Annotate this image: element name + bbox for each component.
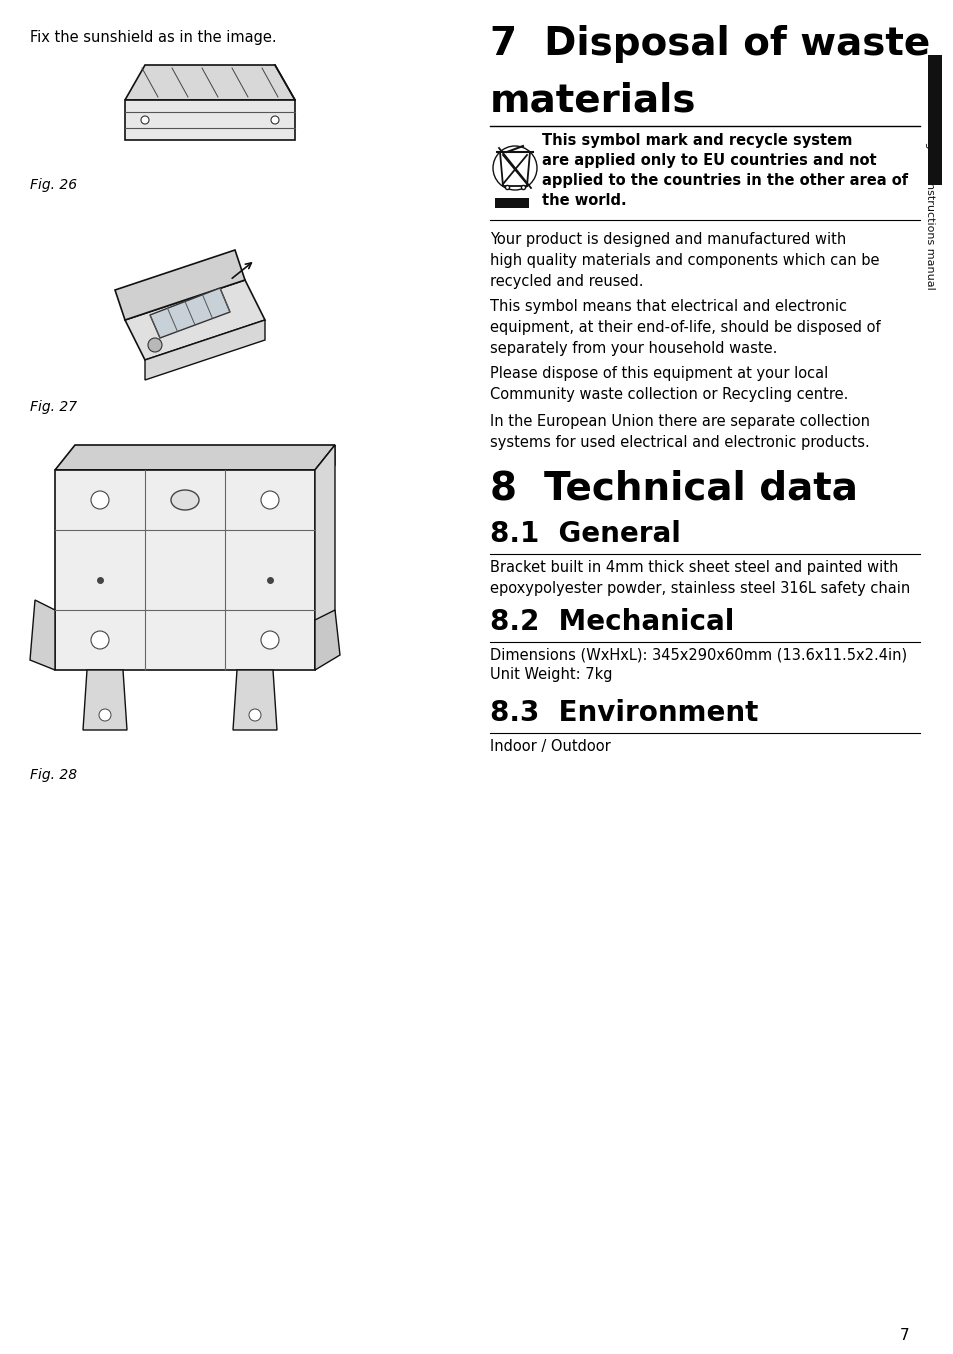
Text: Fig. 26: Fig. 26 bbox=[30, 177, 77, 192]
Text: 8.3  Environment: 8.3 Environment bbox=[490, 699, 758, 727]
Polygon shape bbox=[115, 250, 245, 320]
Circle shape bbox=[141, 116, 149, 125]
Text: 8.2  Mechanical: 8.2 Mechanical bbox=[490, 608, 734, 636]
Text: This symbol means that electrical and electronic
equipment, at their end-of-life: This symbol means that electrical and el… bbox=[490, 299, 880, 356]
Bar bbox=[927, 56, 941, 185]
Text: Fig. 28: Fig. 28 bbox=[30, 768, 77, 783]
Text: Indoor / Outdoor: Indoor / Outdoor bbox=[490, 739, 610, 754]
Text: 7  Disposal of waste: 7 Disposal of waste bbox=[490, 24, 929, 64]
Circle shape bbox=[249, 709, 261, 720]
Text: Fix the sunshield as in the image.: Fix the sunshield as in the image. bbox=[30, 30, 276, 45]
Polygon shape bbox=[314, 611, 339, 670]
Polygon shape bbox=[30, 600, 55, 670]
Text: Unit Weight: 7kg: Unit Weight: 7kg bbox=[490, 668, 612, 682]
Text: 8  Technical data: 8 Technical data bbox=[490, 470, 857, 508]
Polygon shape bbox=[125, 100, 294, 139]
Text: Fig. 27: Fig. 27 bbox=[30, 399, 77, 414]
Polygon shape bbox=[150, 288, 230, 338]
Text: This symbol mark and recycle system: This symbol mark and recycle system bbox=[541, 133, 851, 148]
Circle shape bbox=[91, 492, 109, 509]
Circle shape bbox=[99, 709, 111, 720]
Polygon shape bbox=[125, 280, 265, 360]
Polygon shape bbox=[314, 445, 335, 670]
Circle shape bbox=[261, 631, 278, 649]
Circle shape bbox=[91, 631, 109, 649]
Polygon shape bbox=[233, 670, 276, 730]
Text: Dimensions (WxHxL): 345x290x60mm (13.6x11.5x2.4in): Dimensions (WxHxL): 345x290x60mm (13.6x1… bbox=[490, 649, 906, 663]
Text: materials: materials bbox=[490, 83, 696, 121]
Polygon shape bbox=[55, 445, 335, 470]
Text: Please dispose of this equipment at your local
Community waste collection or Rec: Please dispose of this equipment at your… bbox=[490, 366, 847, 402]
Text: 8.1  General: 8.1 General bbox=[490, 520, 680, 548]
Text: In the European Union there are separate collection
systems for used electrical : In the European Union there are separate… bbox=[490, 414, 869, 450]
Polygon shape bbox=[145, 320, 265, 380]
Polygon shape bbox=[125, 65, 294, 100]
Polygon shape bbox=[83, 670, 127, 730]
Polygon shape bbox=[499, 152, 530, 185]
Text: Your product is designed and manufactured with
high quality materials and compon: Your product is designed and manufacture… bbox=[490, 232, 879, 288]
Circle shape bbox=[148, 338, 162, 352]
Text: EN - English - Instructions manual: EN - English - Instructions manual bbox=[924, 100, 934, 290]
Circle shape bbox=[271, 116, 278, 125]
Text: applied to the countries in the other area of: applied to the countries in the other ar… bbox=[541, 173, 907, 188]
Text: 7: 7 bbox=[899, 1328, 908, 1343]
Text: are applied only to EU countries and not: are applied only to EU countries and not bbox=[541, 153, 876, 168]
Bar bbox=[495, 198, 529, 209]
Polygon shape bbox=[55, 470, 314, 670]
Text: Bracket built in 4mm thick sheet steel and painted with
epoxypolyester powder, s: Bracket built in 4mm thick sheet steel a… bbox=[490, 561, 909, 596]
Text: the world.: the world. bbox=[541, 194, 626, 209]
Ellipse shape bbox=[171, 490, 199, 510]
Circle shape bbox=[261, 492, 278, 509]
Polygon shape bbox=[314, 445, 335, 490]
